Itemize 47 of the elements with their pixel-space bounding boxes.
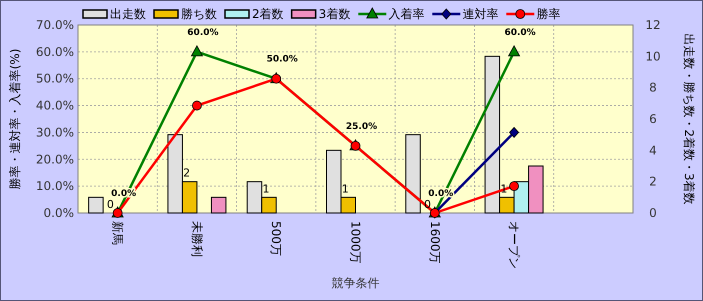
y2-tick-label: 8 <box>649 80 657 95</box>
y2-axis-title: 出走数・勝ち数・2着数・3着数 <box>682 33 696 205</box>
x-tick-label: 新馬 <box>110 221 125 245</box>
data-label: 2 <box>183 166 190 180</box>
y-tick-label: 30.0% <box>36 125 74 140</box>
legend-label: 勝ち数 <box>181 7 217 21</box>
x-tick-label: 500万 <box>269 221 284 256</box>
y2-tick-label: 12 <box>645 18 661 32</box>
legend-label: 勝率 <box>536 7 560 21</box>
legend-label: 入着率 <box>388 7 424 21</box>
point <box>508 45 520 56</box>
data-label: 1 <box>262 182 270 196</box>
x-tick-label: オープン <box>507 221 522 269</box>
y-tick-label: 10.0% <box>36 179 74 194</box>
legend-label: 3着数 <box>318 7 350 21</box>
x-tick-label: 1600万 <box>428 221 442 264</box>
y-tick-label: 70.0% <box>36 18 74 32</box>
y-tick-label: 0.0% <box>44 206 74 220</box>
legend-label: 2着数 <box>252 7 284 21</box>
data-label: 25.0% <box>346 122 378 132</box>
y-tick-label: 40.0% <box>36 98 74 113</box>
data-label: 0 <box>106 198 114 211</box>
legend-label: 出走数 <box>110 7 146 21</box>
point <box>509 127 519 138</box>
y2-tick-label: 0 <box>649 206 657 220</box>
legend-label: 連対率 <box>462 7 498 21</box>
y2-tick-label: 10 <box>645 49 661 64</box>
bar <box>88 196 104 214</box>
y2-tick-label: 2 <box>649 174 657 189</box>
y-axis-title: 勝率・連対率・入着率(%) <box>8 48 22 190</box>
y-tick-label: 20.0% <box>36 152 74 166</box>
x-tick-label: 1000万 <box>348 221 362 264</box>
y2-tick-label: 4 <box>649 143 657 158</box>
y-tick-label: 60.0% <box>36 44 74 59</box>
point <box>192 100 202 110</box>
x-axis-title: 競争条件 <box>332 276 380 290</box>
y-tick-label: 50.0% <box>36 72 74 86</box>
data-label: 60.0% <box>187 28 219 38</box>
data-label: 60.0% <box>504 28 536 38</box>
bar <box>210 196 226 214</box>
data-label: 50.0% <box>266 54 298 65</box>
x-tick-label: 未勝利 <box>190 221 204 257</box>
bar <box>405 134 421 214</box>
y2-tick-label: 6 <box>649 112 657 126</box>
point <box>191 45 203 56</box>
point <box>509 181 519 192</box>
data-label: 1 <box>342 182 349 196</box>
